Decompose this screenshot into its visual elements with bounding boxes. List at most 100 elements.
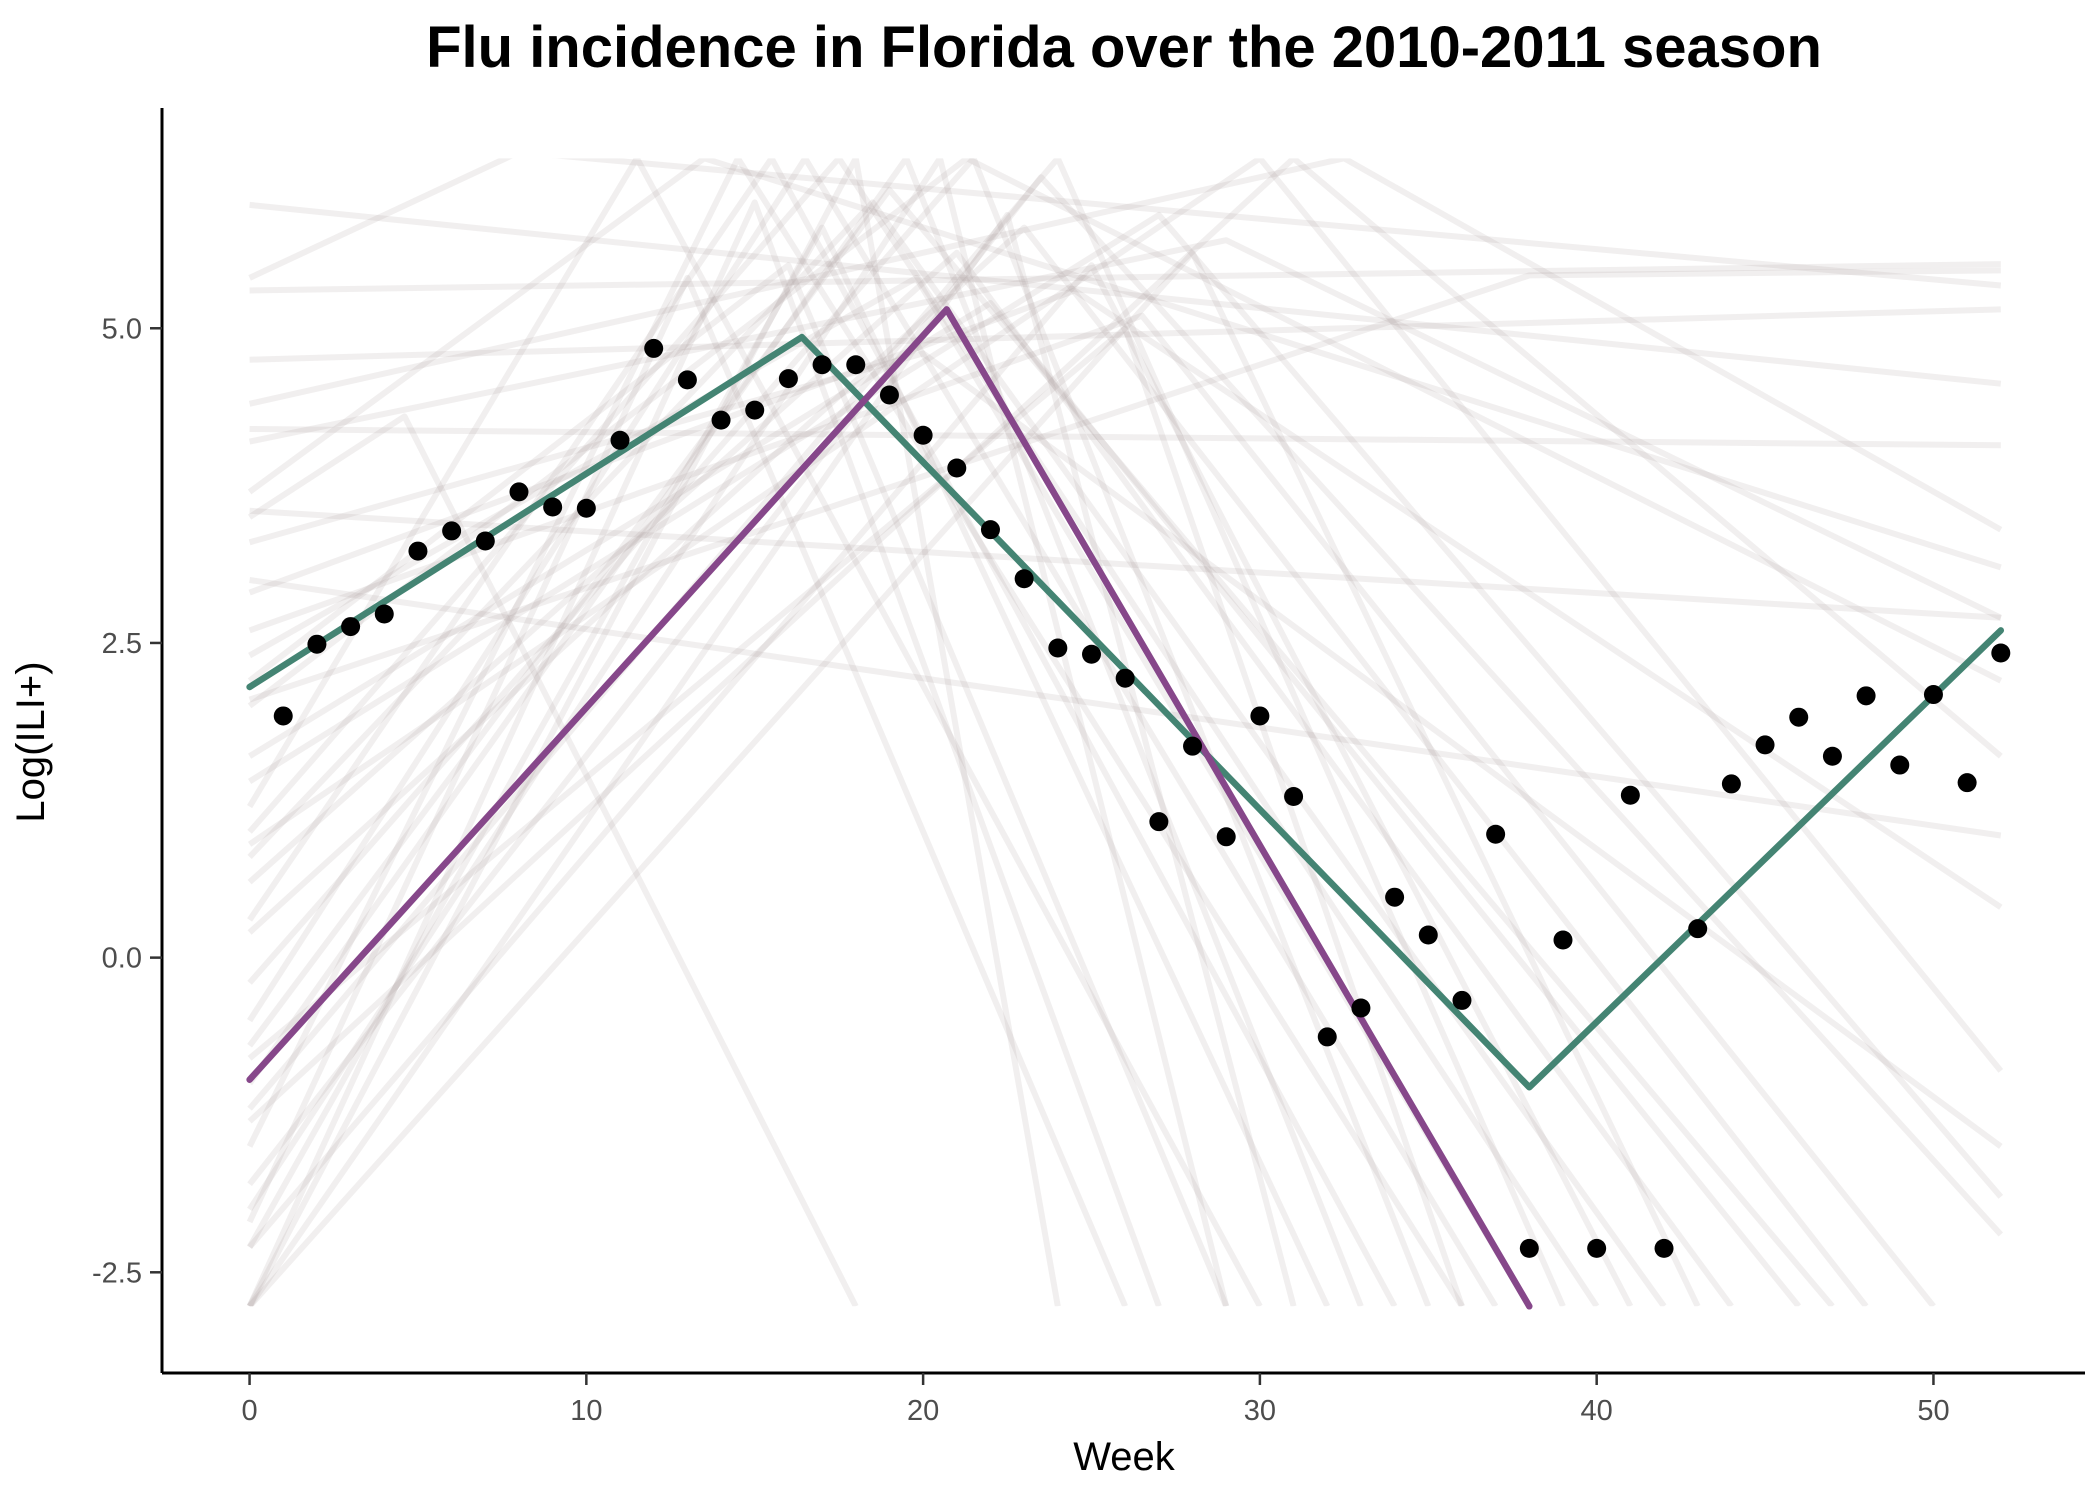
observed-point bbox=[1115, 668, 1135, 688]
observed-point bbox=[711, 410, 731, 430]
observed-point bbox=[644, 338, 664, 358]
observed-point bbox=[408, 541, 428, 561]
observed-point bbox=[1553, 930, 1573, 950]
posterior-sample-line-33 bbox=[246, 199, 1162, 1307]
posterior-sample-line-19 bbox=[248, 274, 1532, 1307]
observed-point bbox=[475, 531, 495, 551]
posterior-sample-line-18 bbox=[247, 158, 1364, 1307]
observed-point bbox=[1048, 638, 1068, 658]
observed-point bbox=[576, 498, 596, 518]
observed-point bbox=[1721, 774, 1741, 794]
posterior-sample-line-3 bbox=[249, 426, 2001, 449]
x-tick-label: 50 bbox=[1917, 1395, 1949, 1427]
y-tick-label: -2.5 bbox=[92, 1257, 142, 1289]
posterior-sample-line-17 bbox=[247, 199, 1667, 1307]
posterior-sample-line-9 bbox=[247, 413, 859, 1307]
posterior-sample-line-30 bbox=[248, 212, 2004, 1199]
observed-point bbox=[1385, 887, 1405, 907]
chart-title: Flu incidence in Florida over the 2010-2… bbox=[426, 15, 1822, 80]
posterior-sample-line-42 bbox=[248, 158, 2003, 533]
observed-point bbox=[778, 369, 798, 389]
posterior-sample-line-7 bbox=[248, 267, 2001, 703]
posterior-sample-line-11 bbox=[247, 158, 2002, 571]
posterior-sample-line-12 bbox=[246, 158, 1465, 1307]
posterior-sample-line-39 bbox=[247, 186, 1835, 1307]
observed-point bbox=[1519, 1238, 1539, 1258]
posterior-sample-line-31 bbox=[247, 249, 1701, 1307]
observed-point bbox=[1755, 735, 1775, 755]
posterior-sample-line-16 bbox=[246, 224, 1331, 1307]
posterior-sample-line-24 bbox=[247, 212, 1297, 1307]
observed-point bbox=[1486, 824, 1506, 844]
posterior-sample-line-5 bbox=[249, 577, 2002, 839]
observed-point bbox=[913, 425, 933, 445]
posterior-sample-line-2 bbox=[249, 306, 2001, 363]
observed-point bbox=[677, 370, 697, 390]
posterior-sample-line-40 bbox=[248, 312, 1936, 1307]
posterior-sample-line-1 bbox=[249, 261, 2001, 294]
posterior-sample-line-25 bbox=[247, 224, 1869, 1307]
observed-point bbox=[1149, 812, 1169, 832]
observed-point bbox=[1082, 644, 1102, 664]
posterior-sample-line-23 bbox=[248, 300, 1802, 1307]
x-tick-label: 20 bbox=[907, 1395, 939, 1427]
posterior-sample-line-41 bbox=[247, 158, 2003, 1124]
posterior-sample-line-20 bbox=[247, 158, 1230, 1307]
posterior-sample-line-13 bbox=[247, 158, 1398, 1307]
x-tick-label: 30 bbox=[1244, 1395, 1276, 1427]
observed-point bbox=[1789, 707, 1809, 727]
x-axis-title: Week bbox=[1073, 1435, 1176, 1479]
observed-point bbox=[846, 355, 866, 375]
observed-point bbox=[1452, 990, 1472, 1010]
fit-line-1 bbox=[246, 306, 1533, 1310]
posterior-sample-line-0 bbox=[249, 201, 2002, 387]
observed-point bbox=[1216, 827, 1236, 847]
posterior-sample-line-29 bbox=[247, 325, 1465, 1307]
observed-point bbox=[1418, 925, 1438, 945]
observed-point bbox=[1688, 919, 1708, 939]
x-tick-label: 10 bbox=[570, 1395, 602, 1427]
posterior-sample-line-6 bbox=[248, 237, 2003, 621]
observed-point bbox=[1923, 685, 1943, 705]
observed-point bbox=[1014, 569, 1034, 589]
observed-point bbox=[1351, 998, 1371, 1018]
y-axis-title: Log(ILI+) bbox=[9, 661, 53, 822]
observed-point bbox=[1991, 643, 2011, 663]
observed-point bbox=[1183, 736, 1203, 756]
x-tick-label: 0 bbox=[241, 1395, 257, 1427]
y-tick-label: 5.0 bbox=[102, 313, 142, 345]
posterior-sample-line-21 bbox=[247, 249, 1734, 1307]
observed-point bbox=[947, 458, 967, 478]
observed-point bbox=[543, 497, 563, 517]
x-axis-ticks: 0 10 20 30 40 50 bbox=[241, 1373, 1950, 1427]
posterior-sample-line-28 bbox=[247, 262, 1634, 1307]
observed-point bbox=[1856, 686, 1876, 706]
observed-point bbox=[1890, 755, 1910, 775]
posterior-sample-line-32 bbox=[247, 158, 2004, 1073]
observed-point bbox=[745, 400, 765, 420]
observed-point bbox=[273, 706, 293, 726]
posterior-sample-line-34 bbox=[246, 274, 1128, 1307]
y-tick-label: 0.0 bbox=[102, 943, 142, 975]
posterior-samples-layer bbox=[246, 158, 2004, 1307]
posterior-sample-line-14 bbox=[247, 158, 1499, 1307]
observed-point bbox=[341, 617, 361, 637]
y-tick-label: 2.5 bbox=[102, 628, 142, 660]
posterior-sample-line-10 bbox=[247, 158, 1263, 1307]
observed-point bbox=[509, 482, 529, 502]
posterior-sample-line-26 bbox=[247, 158, 1566, 1307]
posterior-sample-line-35 bbox=[246, 158, 1061, 1307]
x-tick-label: 40 bbox=[1581, 1395, 1613, 1427]
observed-point bbox=[1587, 1238, 1607, 1258]
observed-point bbox=[812, 355, 832, 375]
observed-point bbox=[374, 604, 394, 624]
posterior-sample-line-36 bbox=[247, 262, 1229, 1307]
observed-point bbox=[1957, 773, 1977, 793]
fit-lines-layer bbox=[246, 306, 2005, 1310]
posterior-sample-line-15 bbox=[247, 158, 1600, 1307]
posterior-sample-line-43 bbox=[247, 158, 2003, 709]
posterior-sample-line-8 bbox=[248, 158, 2002, 289]
fit-line-0 bbox=[246, 333, 2005, 1091]
